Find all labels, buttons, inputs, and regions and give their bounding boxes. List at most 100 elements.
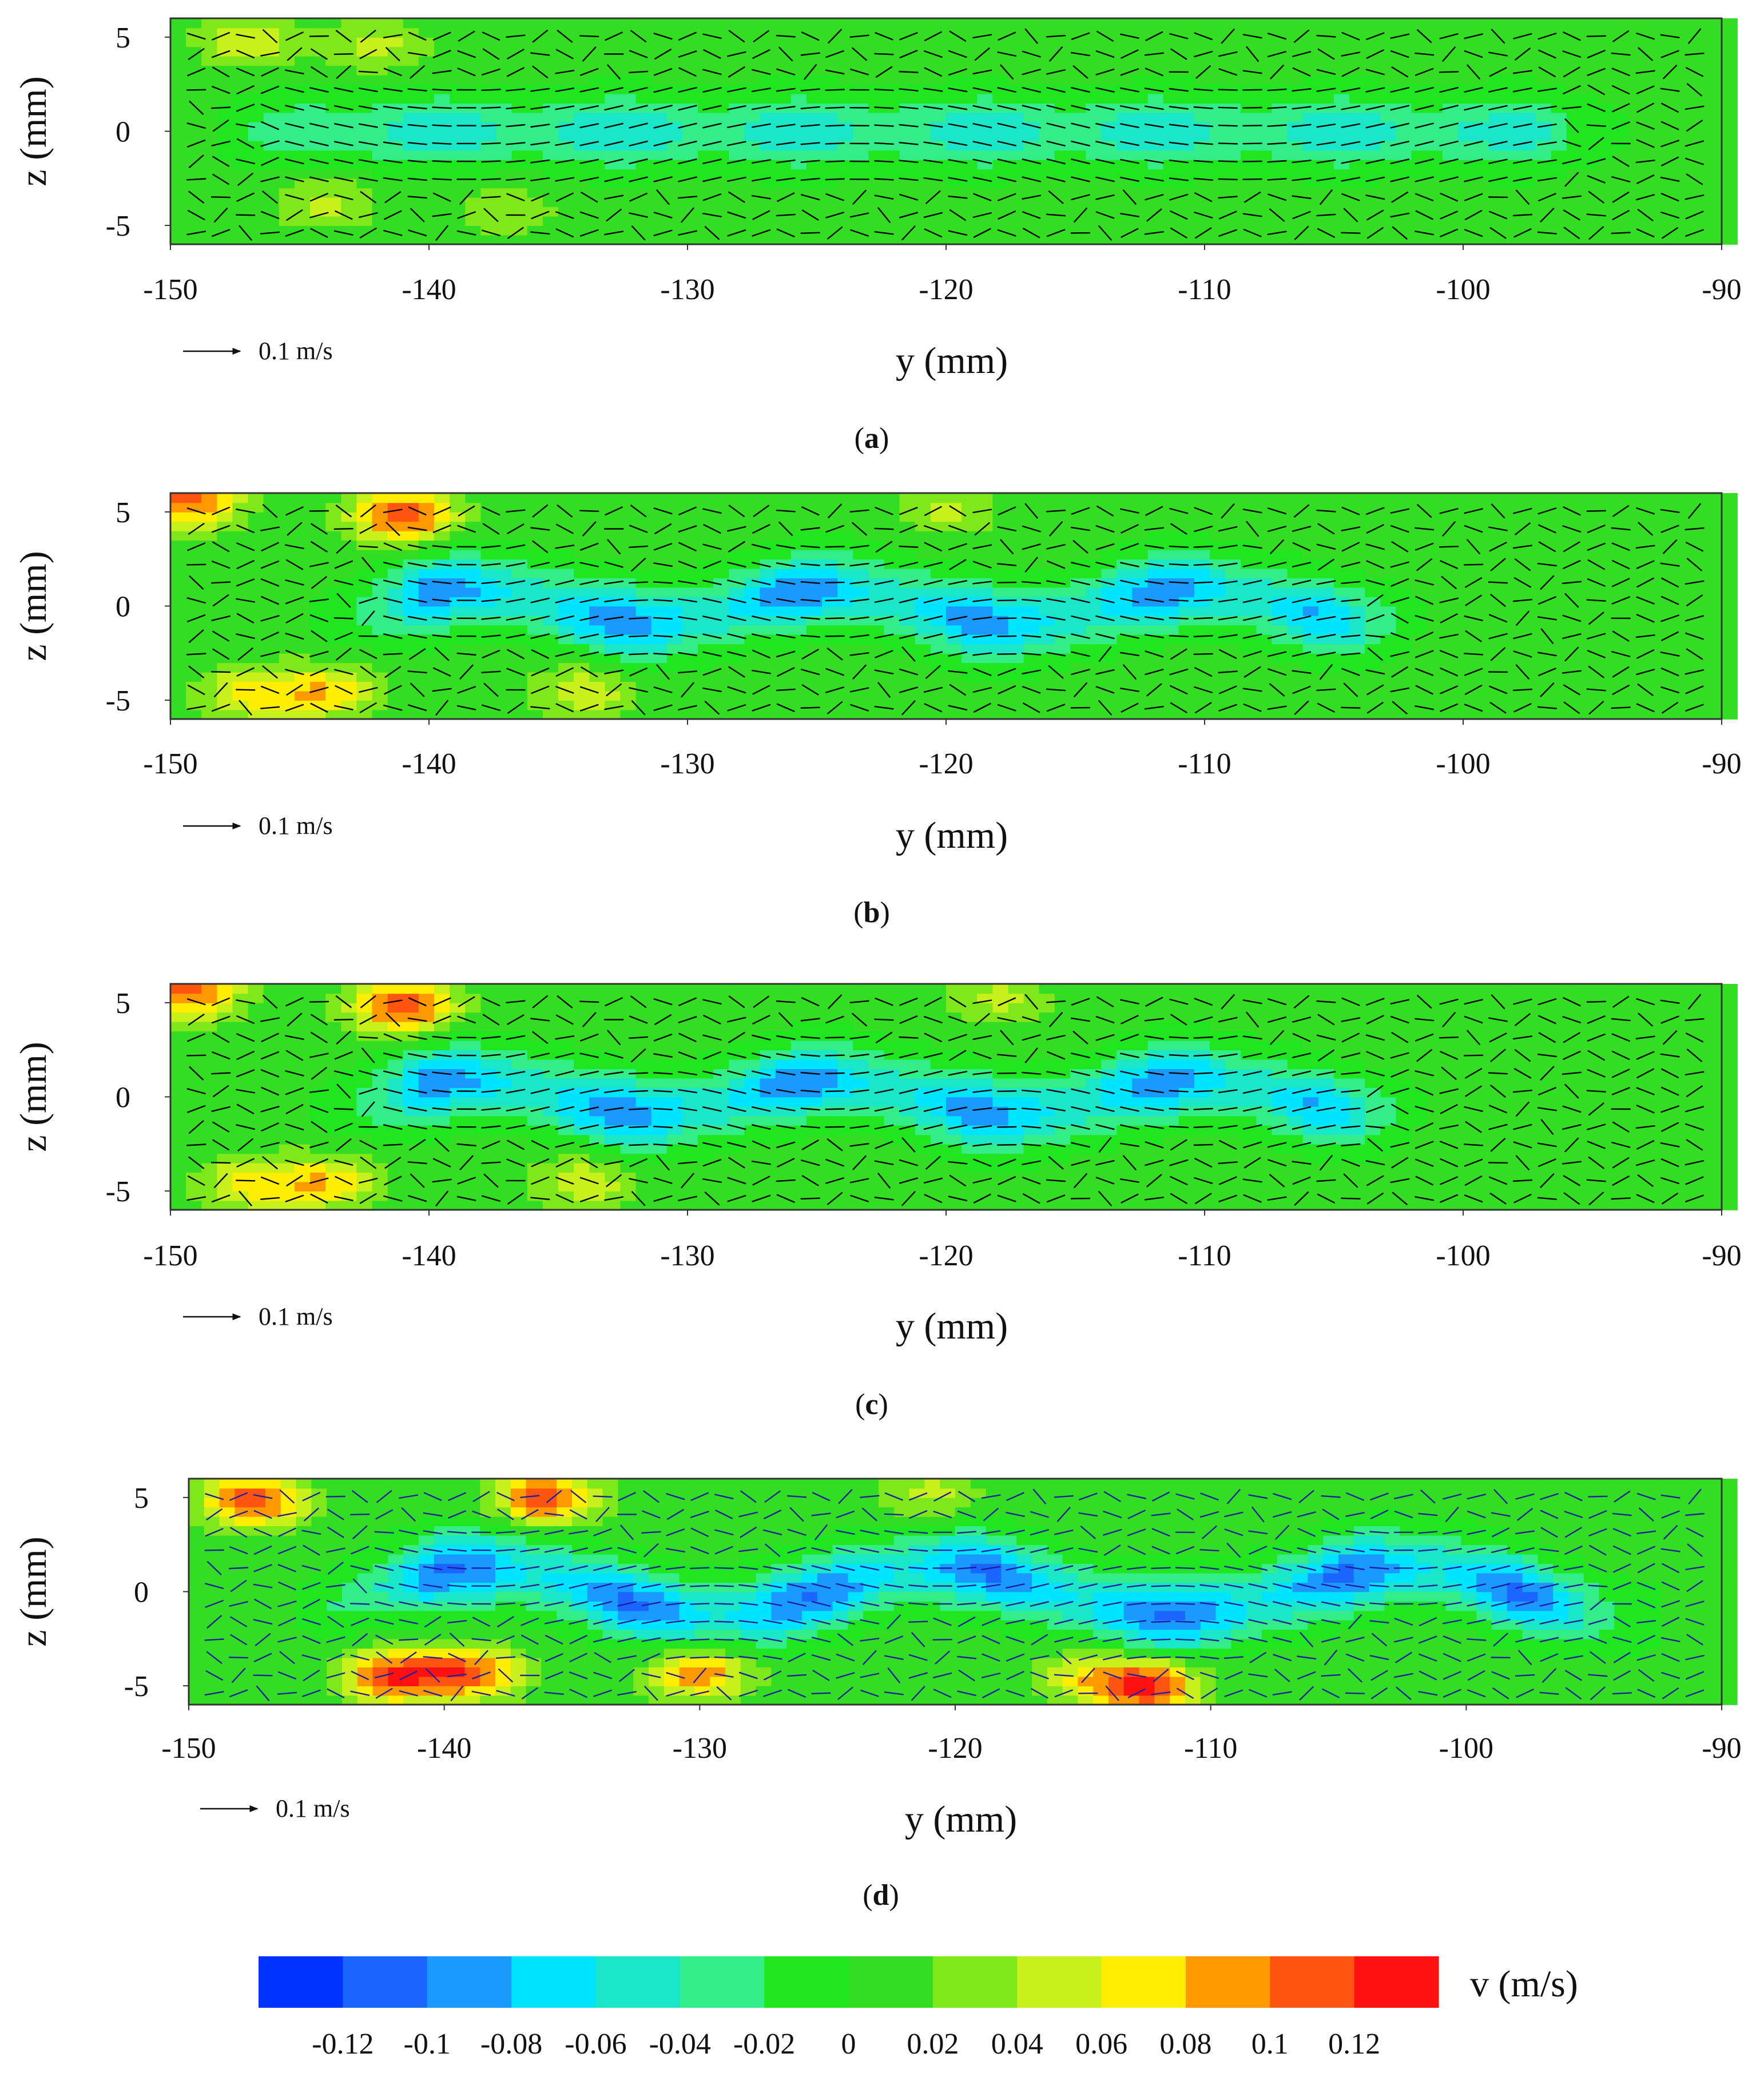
field-cell (341, 216, 357, 226)
field-cell (1272, 587, 1288, 597)
field-cell (962, 150, 978, 160)
field-cell (1566, 206, 1583, 217)
field-cell (1241, 55, 1257, 66)
field-cell (511, 587, 528, 597)
field-cell (217, 216, 233, 226)
field-cell (1241, 587, 1257, 597)
field-cell (1380, 46, 1397, 57)
field-cell (915, 169, 931, 179)
field-cell (1008, 225, 1024, 236)
field-cell (1101, 55, 1118, 66)
field-cell (589, 587, 606, 597)
field-cell (790, 112, 807, 122)
field-cell (915, 606, 931, 616)
field-cell (480, 197, 497, 207)
field-cell (542, 65, 559, 76)
field-cell (1287, 141, 1304, 151)
field-cell (635, 587, 652, 597)
field-cell (1396, 122, 1412, 132)
field-cell (1458, 37, 1474, 47)
field-cell (511, 709, 528, 720)
field-cell (666, 159, 683, 170)
field-cell (1194, 65, 1210, 76)
field-cell (496, 103, 512, 113)
field-cell (1225, 530, 1242, 541)
field-cell (1210, 615, 1226, 626)
field-cell (962, 493, 978, 503)
field-cell (1178, 625, 1195, 635)
field-cell (418, 27, 435, 38)
field-cell (1675, 122, 1691, 132)
field-cell (542, 511, 559, 522)
field-cell (915, 559, 931, 569)
field-cell (1194, 540, 1210, 550)
field-cell (574, 634, 590, 645)
field-cell (744, 169, 761, 179)
field-cell (310, 169, 326, 179)
field-cell (1504, 27, 1521, 38)
field-cell (1194, 225, 1210, 236)
field-cell (574, 709, 590, 720)
field-cell (915, 46, 931, 57)
field-cell (992, 568, 1009, 578)
field-cell (310, 606, 326, 616)
field-cell (372, 74, 388, 85)
field-cell (574, 112, 590, 122)
field-cell (1272, 549, 1288, 560)
field-cell (418, 235, 435, 245)
field-cell (341, 46, 357, 57)
field-cell (1644, 159, 1660, 170)
field-cell (558, 235, 574, 245)
field-cell (310, 672, 326, 682)
field-cell (325, 206, 342, 217)
field-cell (1427, 93, 1443, 104)
field-cell (279, 46, 295, 57)
field-cell (356, 55, 373, 66)
field-cell (946, 150, 962, 160)
field-cell (1132, 644, 1149, 654)
field-cell (1380, 131, 1397, 141)
field-cell (356, 46, 373, 57)
field-cell (1598, 65, 1614, 76)
field-cell (1473, 178, 1489, 189)
field-cell (1070, 27, 1086, 38)
field-cell (201, 74, 218, 85)
field-cell (1039, 672, 1055, 682)
field-cell (698, 188, 714, 198)
field-cell (790, 178, 807, 189)
field-cell (1551, 235, 1567, 245)
field-cell (1272, 131, 1288, 141)
field-cell (403, 587, 419, 597)
field-cell (1722, 74, 1738, 85)
field-cell (635, 662, 652, 673)
vector (1611, 232, 1631, 235)
field-cell (1520, 178, 1536, 189)
field-cell (837, 606, 854, 616)
field-cell (1287, 225, 1304, 236)
field-cell (1210, 112, 1226, 122)
field-cell (387, 46, 404, 57)
field-cell (698, 606, 714, 616)
field-cell (946, 178, 962, 189)
field-cell (574, 521, 590, 531)
field-cell (1535, 206, 1552, 217)
field-cell (806, 131, 823, 141)
field-cell (930, 549, 947, 560)
field-cell (884, 549, 900, 560)
field-cell (1163, 112, 1179, 122)
field-cell (186, 188, 202, 198)
field-cell (310, 178, 326, 189)
field-cell (1256, 188, 1273, 198)
field-cell (465, 112, 482, 122)
field-cell (574, 169, 590, 179)
field-cell (232, 103, 249, 113)
field-cell (1054, 644, 1071, 654)
field-cell (403, 530, 419, 541)
field-cell (527, 615, 543, 626)
field-cell (1178, 690, 1195, 701)
field-cell (915, 672, 931, 682)
field-cell (295, 690, 311, 701)
field-cell (635, 93, 652, 104)
field-cell (1147, 606, 1164, 616)
field-cell (1690, 74, 1707, 85)
